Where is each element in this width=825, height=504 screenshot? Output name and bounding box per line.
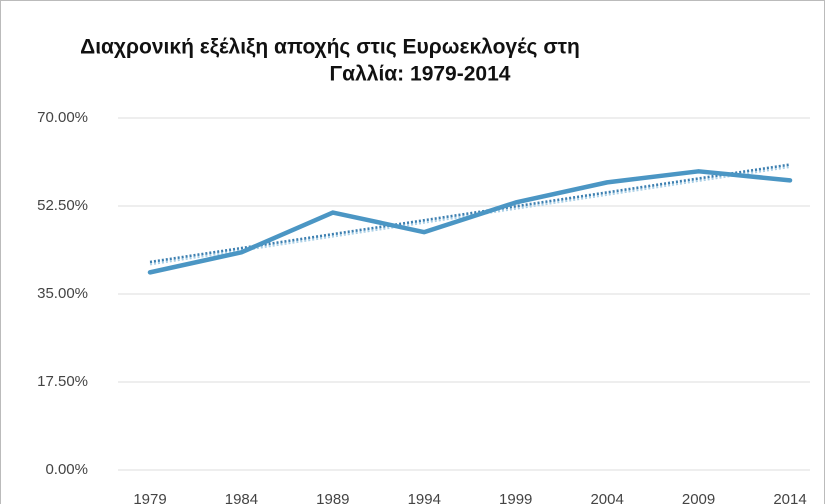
chart-title: Διαχρονική εξέλιξη αποχής στις Ευρωεκλογ… — [80, 36, 580, 59]
y-tick-label: 17.50% — [37, 373, 88, 390]
x-tick-label: 2014 — [773, 491, 806, 504]
y-tick-label: 0.00% — [45, 461, 88, 478]
x-tick-label: 2004 — [590, 491, 623, 504]
y-tick-label: 52.50% — [37, 197, 88, 214]
y-tick-label: 35.00% — [37, 285, 88, 302]
x-tick-label: 1989 — [316, 491, 349, 504]
x-tick-label: 2009 — [682, 491, 715, 504]
x-tick-label: 1999 — [499, 491, 532, 504]
chart-title: Γαλλία: 1979-2014 — [330, 63, 511, 86]
x-tick-label: 1994 — [408, 491, 441, 504]
x-tick-label: 1984 — [225, 491, 258, 504]
x-tick-label: 1979 — [133, 491, 166, 504]
y-tick-label: 70.00% — [37, 109, 88, 126]
data-line — [147, 169, 793, 275]
